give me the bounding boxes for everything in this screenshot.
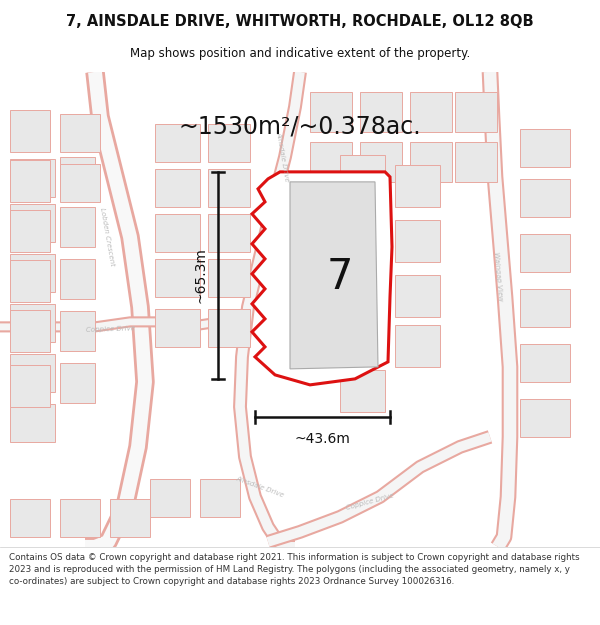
- Polygon shape: [310, 92, 352, 132]
- Polygon shape: [208, 214, 250, 252]
- Polygon shape: [340, 370, 385, 412]
- Polygon shape: [150, 479, 190, 517]
- Polygon shape: [10, 365, 50, 407]
- Polygon shape: [395, 325, 440, 367]
- Polygon shape: [200, 479, 240, 517]
- Polygon shape: [10, 304, 55, 342]
- Polygon shape: [10, 160, 50, 202]
- Polygon shape: [340, 320, 385, 362]
- Text: Contains OS data © Crown copyright and database right 2021. This information is : Contains OS data © Crown copyright and d…: [9, 553, 580, 586]
- Polygon shape: [10, 254, 55, 292]
- Polygon shape: [520, 179, 570, 217]
- Text: ~65.3m: ~65.3m: [193, 248, 207, 303]
- Polygon shape: [410, 92, 452, 132]
- Polygon shape: [155, 309, 200, 347]
- Text: 7: 7: [327, 256, 353, 298]
- Polygon shape: [10, 159, 55, 197]
- Polygon shape: [60, 157, 95, 197]
- Polygon shape: [410, 142, 452, 182]
- Polygon shape: [10, 110, 50, 152]
- Text: Map shows position and indicative extent of the property.: Map shows position and indicative extent…: [130, 48, 470, 61]
- Polygon shape: [455, 92, 497, 132]
- Polygon shape: [10, 310, 50, 352]
- Polygon shape: [290, 182, 378, 369]
- Polygon shape: [60, 259, 95, 299]
- Polygon shape: [340, 210, 385, 252]
- Polygon shape: [395, 165, 440, 207]
- Polygon shape: [60, 114, 100, 152]
- Polygon shape: [520, 344, 570, 382]
- Text: 7, AINSDALE DRIVE, WHITWORTH, ROCHDALE, OL12 8QB: 7, AINSDALE DRIVE, WHITWORTH, ROCHDALE, …: [66, 14, 534, 29]
- Polygon shape: [340, 155, 385, 197]
- Text: Coppice Drive: Coppice Drive: [346, 492, 395, 511]
- Polygon shape: [520, 234, 570, 272]
- Polygon shape: [110, 499, 150, 537]
- Polygon shape: [395, 275, 440, 317]
- Polygon shape: [60, 207, 95, 247]
- Polygon shape: [60, 164, 100, 202]
- Polygon shape: [10, 204, 55, 242]
- Polygon shape: [208, 309, 250, 347]
- Polygon shape: [360, 142, 402, 182]
- Text: Coppice Drive: Coppice Drive: [85, 325, 134, 332]
- Text: Ainsdale Drive: Ainsdale Drive: [235, 476, 285, 498]
- Polygon shape: [60, 499, 100, 537]
- Polygon shape: [208, 124, 250, 162]
- Polygon shape: [520, 289, 570, 327]
- Polygon shape: [208, 169, 250, 207]
- Polygon shape: [520, 399, 570, 437]
- Polygon shape: [60, 363, 95, 403]
- Polygon shape: [520, 129, 570, 167]
- Polygon shape: [60, 311, 95, 351]
- Polygon shape: [455, 142, 497, 182]
- Polygon shape: [395, 220, 440, 262]
- Polygon shape: [252, 172, 392, 385]
- Polygon shape: [10, 260, 50, 302]
- Polygon shape: [155, 259, 200, 297]
- Text: ~43.6m: ~43.6m: [295, 432, 350, 446]
- Polygon shape: [10, 499, 50, 537]
- Text: ~1530m²/~0.378ac.: ~1530m²/~0.378ac.: [179, 115, 421, 139]
- Polygon shape: [310, 142, 352, 182]
- Polygon shape: [340, 265, 385, 307]
- Polygon shape: [10, 210, 50, 252]
- Polygon shape: [155, 124, 200, 162]
- Text: Waingap View: Waingap View: [493, 252, 503, 302]
- Polygon shape: [155, 214, 200, 252]
- Polygon shape: [10, 354, 55, 392]
- Polygon shape: [360, 92, 402, 132]
- Polygon shape: [155, 169, 200, 207]
- Text: Lobden Crescent: Lobden Crescent: [99, 208, 115, 266]
- Polygon shape: [208, 259, 250, 297]
- Polygon shape: [10, 404, 55, 442]
- Text: Ainsdale Drive: Ainsdale Drive: [275, 131, 290, 182]
